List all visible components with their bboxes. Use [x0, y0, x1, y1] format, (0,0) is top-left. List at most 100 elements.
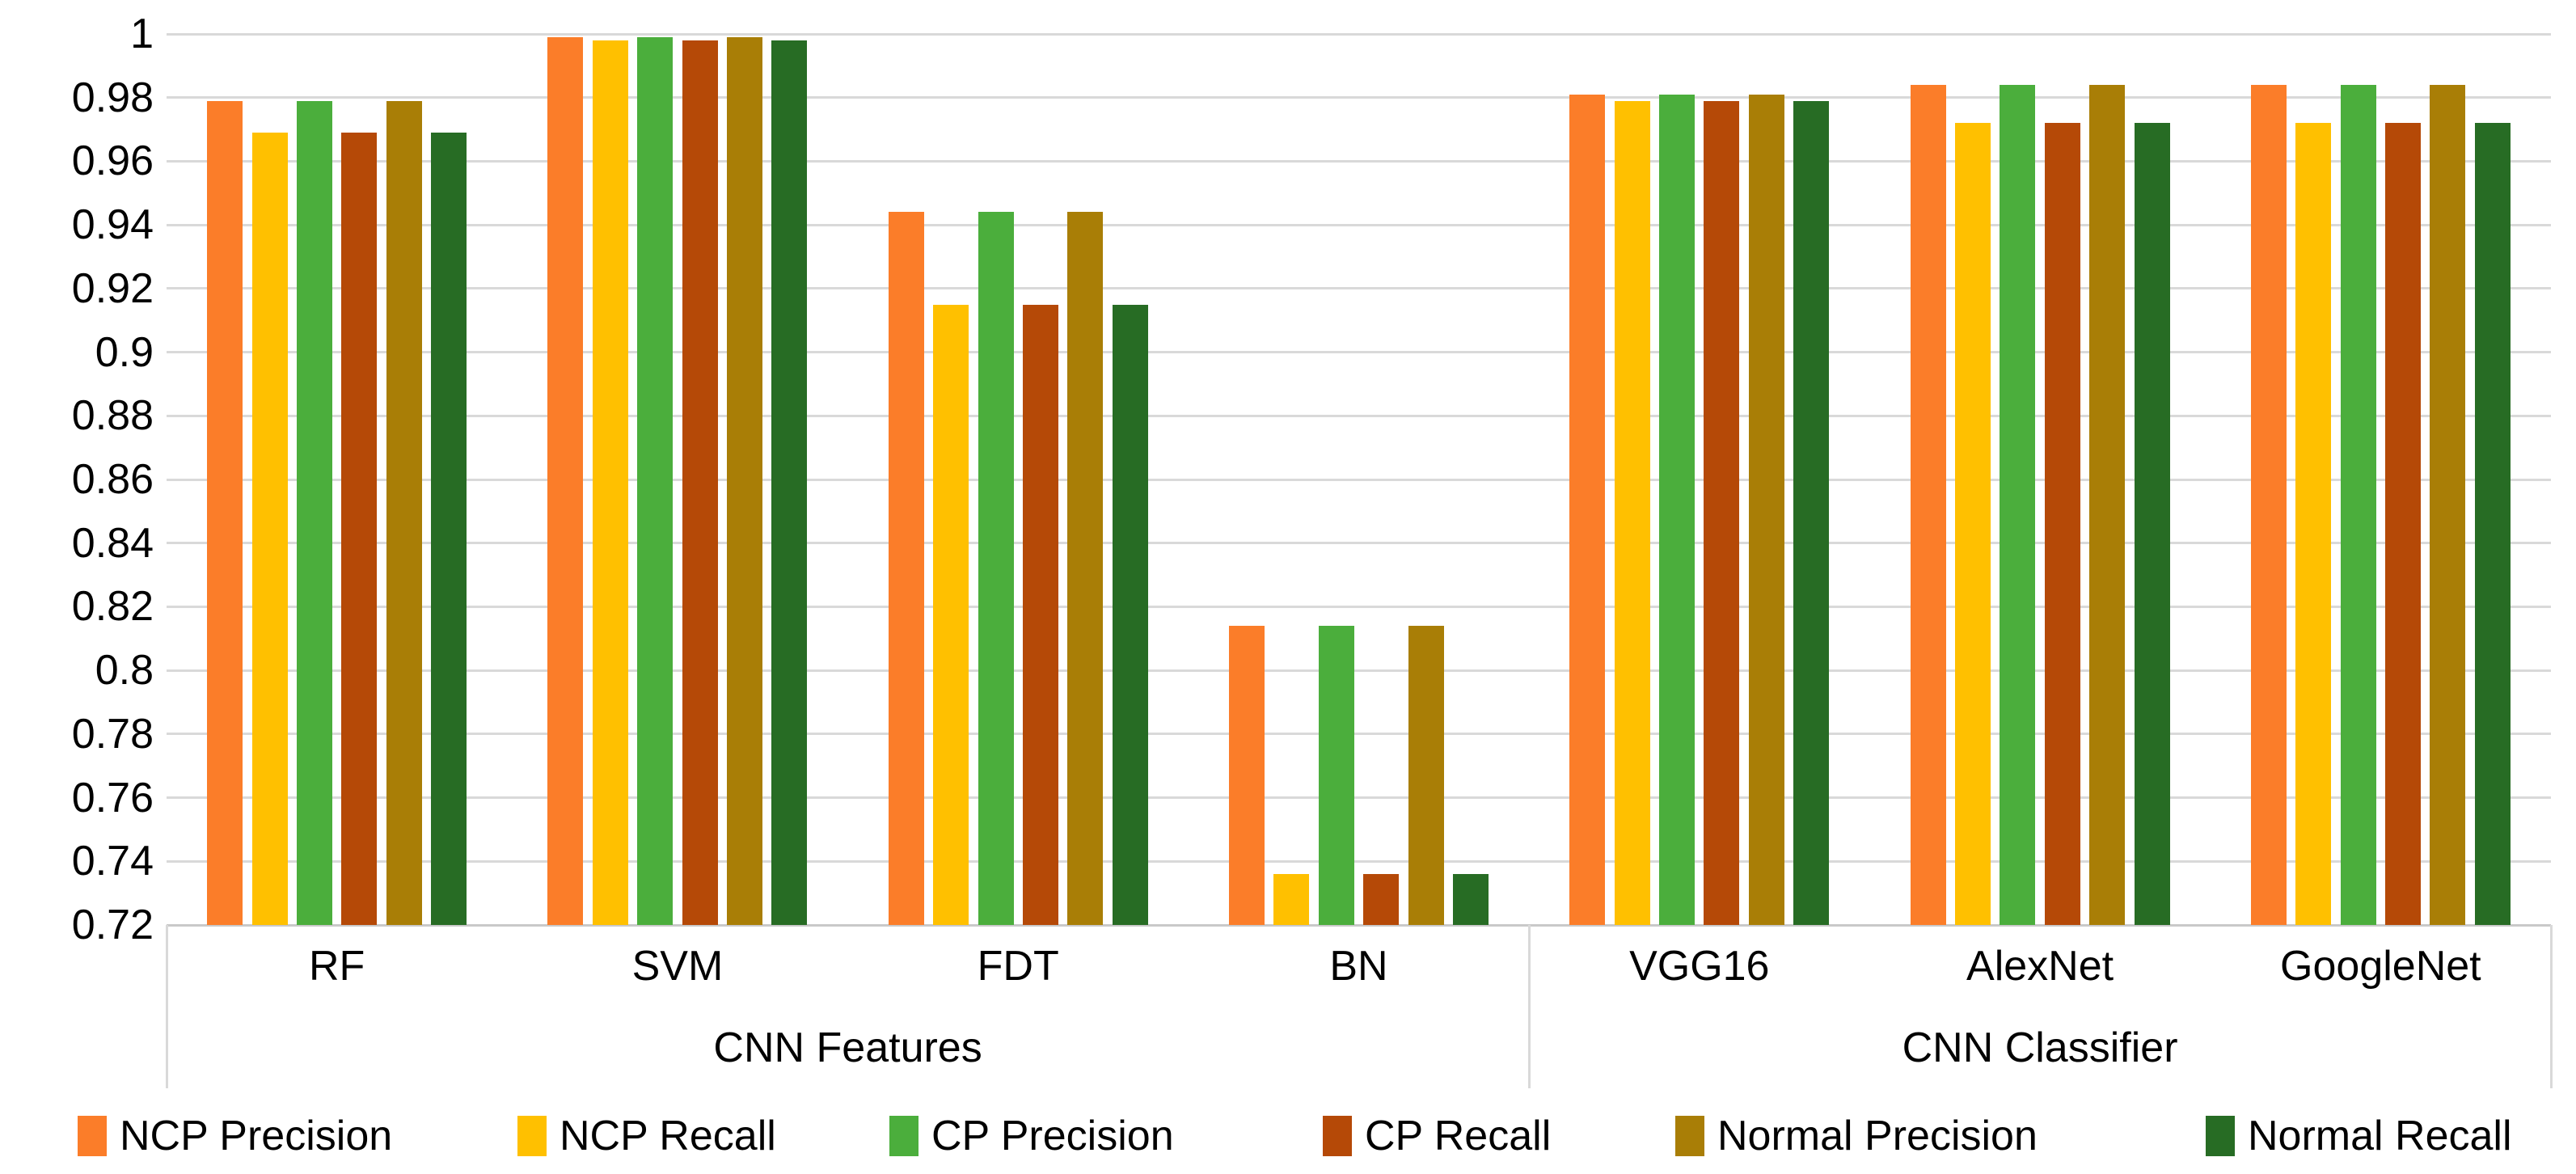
gridline	[167, 351, 2551, 354]
y-tick-label: 0.84	[71, 519, 154, 567]
bar-normal-precision-rf	[386, 100, 422, 925]
y-tick-label: 1	[130, 11, 154, 57]
bar-cp-precision-bn	[1318, 626, 1354, 925]
bar-cp-precision-vgg16	[1659, 94, 1696, 925]
y-tick-label: 0.98	[71, 74, 154, 121]
y-tick-label: 0.8	[95, 647, 154, 695]
y-tick-label: 0.82	[71, 583, 154, 631]
category-label: RF	[308, 943, 365, 990]
bar-cp-precision-alexnet	[2000, 84, 2036, 925]
axis-group-divider	[165, 925, 168, 1088]
bar-normal-recall-googlenet	[2474, 123, 2511, 925]
category-group-label: CNN Classifier	[1902, 1024, 2178, 1071]
category-group-label: CNN Features	[713, 1024, 982, 1071]
legend-label: NCP Recall	[560, 1113, 776, 1159]
legend-label: CP Precision	[931, 1113, 1174, 1159]
legend-item: CP Precision	[889, 1113, 1174, 1159]
bar-cp-precision-googlenet	[2340, 84, 2376, 925]
legend-item: Normal Precision	[1675, 1113, 2038, 1159]
legend-item: Normal Recall	[2206, 1113, 2512, 1159]
bar-cp-precision-svm	[637, 36, 674, 925]
y-tick-label: 0.92	[71, 264, 154, 312]
category-label: GoogleNet	[2280, 943, 2481, 990]
bar-cp-recall-vgg16	[1704, 100, 1740, 925]
bar-normal-precision-bn	[1408, 626, 1444, 925]
gridline	[167, 32, 2551, 36]
y-tick-label: 0.86	[71, 456, 154, 503]
bar-ncp-precision-rf	[207, 100, 243, 925]
category-label: BN	[1329, 943, 1388, 990]
bar-normal-recall-svm	[771, 40, 808, 925]
bar-cp-recall-fdt	[1022, 304, 1058, 925]
bar-cp-precision-fdt	[978, 212, 1014, 925]
gridline	[167, 796, 2551, 800]
bar-ncp-recall-bn	[1273, 874, 1310, 925]
bar-ncp-precision-googlenet	[2250, 84, 2287, 925]
y-tick-label: 0.96	[71, 137, 154, 185]
bar-normal-precision-googlenet	[2430, 84, 2466, 925]
legend-swatch-normal-precision	[1675, 1116, 1704, 1156]
bar-normal-precision-alexnet	[2089, 84, 2126, 925]
axis-group-divider	[1527, 925, 1531, 1088]
y-tick-label: 0.72	[71, 902, 154, 948]
bar-ncp-recall-googlenet	[2295, 123, 2332, 925]
category-label: AlexNet	[1966, 943, 2114, 990]
bar-ncp-recall-rf	[251, 133, 288, 925]
bar-cp-recall-alexnet	[2044, 123, 2080, 925]
bar-ncp-recall-svm	[592, 40, 628, 925]
bar-ncp-recall-alexnet	[1954, 123, 1991, 925]
legend-item: NCP Recall	[517, 1113, 776, 1159]
category-label: FDT	[977, 943, 1059, 990]
legend-swatch-ncp-precision	[78, 1116, 107, 1156]
axis-group-divider	[2549, 925, 2553, 1088]
bar-normal-precision-vgg16	[1748, 94, 1784, 925]
gridline	[167, 478, 2551, 481]
y-tick-label: 0.88	[71, 392, 154, 440]
legend-label: Normal Recall	[2248, 1113, 2512, 1159]
gridline	[167, 923, 2551, 927]
bar-cp-recall-googlenet	[2385, 123, 2422, 925]
bar-normal-recall-alexnet	[2134, 123, 2170, 925]
bar-ncp-precision-fdt	[888, 212, 924, 925]
bar-normal-recall-vgg16	[1793, 100, 1830, 925]
category-label: VGG16	[1629, 943, 1770, 990]
bar-cp-recall-svm	[682, 40, 718, 925]
y-tick-label: 0.74	[71, 838, 154, 885]
bar-normal-recall-rf	[431, 133, 467, 925]
gridline	[167, 223, 2551, 226]
legend-swatch-normal-recall	[2206, 1116, 2235, 1156]
legend-item: NCP Precision	[78, 1113, 392, 1159]
legend-label: NCP Precision	[120, 1113, 393, 1159]
y-tick-label: 0.76	[71, 774, 154, 821]
gridline	[167, 159, 2551, 163]
bar-cp-recall-rf	[341, 133, 378, 925]
legend-swatch-ncp-recall	[517, 1116, 547, 1156]
legend-label: CP Recall	[1365, 1113, 1552, 1159]
bar-cp-recall-bn	[1363, 874, 1400, 925]
bar-ncp-recall-fdt	[933, 304, 969, 925]
gridline	[167, 414, 2551, 417]
bar-normal-recall-bn	[1453, 874, 1489, 925]
bar-normal-precision-fdt	[1067, 212, 1104, 925]
gridline	[167, 669, 2551, 672]
bar-ncp-precision-alexnet	[1910, 84, 1946, 925]
gridline	[167, 859, 2551, 863]
legend-item: CP Recall	[1323, 1113, 1551, 1159]
bar-normal-precision-svm	[727, 36, 763, 925]
y-tick-label: 0.94	[71, 201, 154, 249]
legend-swatch-cp-precision	[889, 1116, 918, 1156]
category-label: SVM	[631, 943, 724, 990]
y-tick-label: 0.78	[71, 710, 154, 758]
bar-ncp-precision-vgg16	[1569, 94, 1606, 925]
gridline	[167, 96, 2551, 99]
gridline	[167, 605, 2551, 608]
bar-cp-precision-rf	[296, 100, 332, 925]
bar-ncp-recall-vgg16	[1614, 100, 1650, 925]
gridline	[167, 733, 2551, 736]
gridline	[167, 542, 2551, 545]
legend-swatch-cp-recall	[1323, 1116, 1352, 1156]
y-tick-label: 0.9	[95, 328, 154, 376]
bar-ncp-precision-bn	[1229, 626, 1265, 925]
bar-normal-recall-fdt	[1112, 304, 1148, 925]
